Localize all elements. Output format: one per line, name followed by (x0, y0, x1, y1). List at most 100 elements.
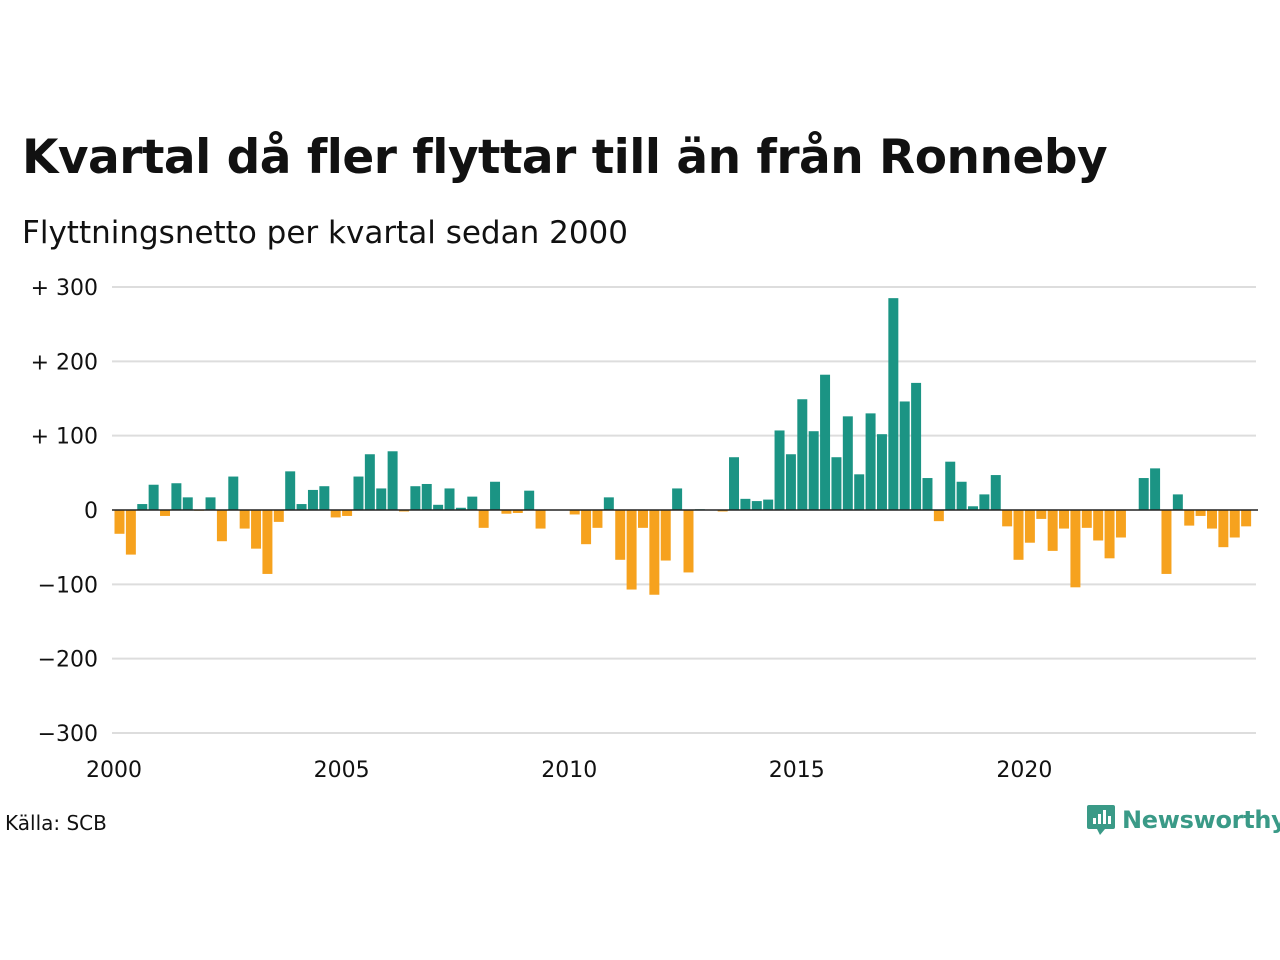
y-tick-label: + 200 (31, 350, 98, 375)
bar (1150, 468, 1161, 510)
bar (216, 510, 227, 542)
bar (911, 382, 922, 510)
bar (1036, 510, 1047, 519)
bar (251, 510, 262, 549)
x-axis-tick-labels: 2000 2005 2010 2015 2020 (86, 758, 1052, 783)
bar (933, 510, 944, 522)
bar (626, 510, 637, 590)
bar (683, 510, 694, 573)
bar (1024, 510, 1035, 543)
bar (729, 457, 740, 510)
bar (467, 496, 478, 510)
y-tick-label: −100 (38, 573, 98, 598)
bar (751, 501, 762, 510)
bar (854, 474, 865, 510)
brand-logo: Newsworthy (1086, 803, 1280, 837)
bar (1013, 510, 1024, 560)
bar (1115, 510, 1126, 538)
bar (1207, 510, 1217, 529)
newsworthy-logo-icon (1087, 805, 1115, 835)
bar (672, 488, 683, 510)
bar (342, 510, 353, 516)
bar (125, 510, 136, 555)
bar (842, 416, 853, 510)
bar (968, 506, 978, 510)
bar (444, 488, 455, 510)
bar (774, 430, 785, 510)
bar (740, 498, 751, 510)
bar (888, 298, 899, 510)
x-tick-label: 2000 (86, 758, 142, 783)
bar (603, 497, 614, 510)
bar (615, 510, 626, 560)
bar (1195, 510, 1206, 516)
bar (307, 489, 318, 510)
bar (239, 510, 250, 529)
bar (660, 510, 671, 561)
bar (1172, 494, 1183, 510)
bar (1093, 510, 1104, 541)
x-tick-label: 2005 (314, 758, 370, 783)
y-axis-tick-labels: + 300 + 200 + 100 0 −100 −200 −300 (31, 276, 98, 747)
bar-chart: + 300 + 200 + 100 0 −100 −200 −300 2000 2005 201… (31, 276, 1258, 783)
bar (785, 454, 796, 510)
bars (114, 298, 1252, 595)
chart-title: Kvartal då fler flyttar till än från Ron… (22, 130, 1108, 185)
x-tick-label: 2015 (769, 758, 825, 783)
bar (512, 510, 523, 513)
bar (137, 504, 148, 510)
y-tick-label: −200 (38, 648, 98, 673)
x-tick-label: 2020 (996, 758, 1052, 783)
bar (1229, 510, 1240, 538)
bar (1070, 510, 1081, 588)
bar (1138, 478, 1149, 510)
bar (433, 504, 444, 510)
bar (296, 504, 307, 510)
bar (876, 434, 887, 510)
bar (490, 481, 501, 510)
bar (353, 476, 364, 510)
y-tick-label: + 100 (31, 425, 98, 450)
bar (1104, 510, 1115, 559)
bar (455, 507, 466, 510)
bar (797, 399, 808, 510)
bar (182, 497, 193, 510)
bar (1081, 510, 1092, 528)
x-tick-label: 2010 (541, 758, 597, 783)
bar (1241, 510, 1252, 527)
bar (922, 478, 933, 510)
y-tick-label: + 300 (31, 276, 98, 301)
bar (421, 483, 432, 510)
bar (569, 510, 580, 515)
bar (1218, 510, 1229, 548)
bar (899, 401, 910, 510)
bar (364, 454, 375, 510)
bar (1047, 510, 1058, 551)
bar (979, 494, 990, 510)
bar (387, 451, 398, 510)
bar (763, 499, 774, 510)
y-tick-label: −300 (38, 722, 98, 747)
source-label: Källa: SCB (5, 811, 107, 835)
bar (1184, 510, 1195, 526)
bar (808, 431, 819, 510)
bar (262, 510, 273, 574)
bar (501, 510, 512, 514)
bar (831, 457, 842, 510)
bar (114, 510, 125, 534)
bar (524, 490, 535, 510)
bar (273, 510, 284, 522)
bar (820, 374, 831, 510)
bar (160, 510, 170, 516)
bar (330, 510, 341, 518)
bar (956, 481, 967, 510)
y-tick-label: 0 (84, 499, 98, 524)
bar (410, 486, 421, 510)
bar (990, 475, 1001, 510)
chart-subtitle: Flyttningsnetto per kvartal sedan 2000 (22, 215, 628, 251)
bar (376, 488, 387, 510)
brand-name: Newsworthy (1122, 806, 1280, 834)
bar (171, 483, 182, 510)
bar (649, 510, 660, 595)
bar (148, 484, 159, 510)
